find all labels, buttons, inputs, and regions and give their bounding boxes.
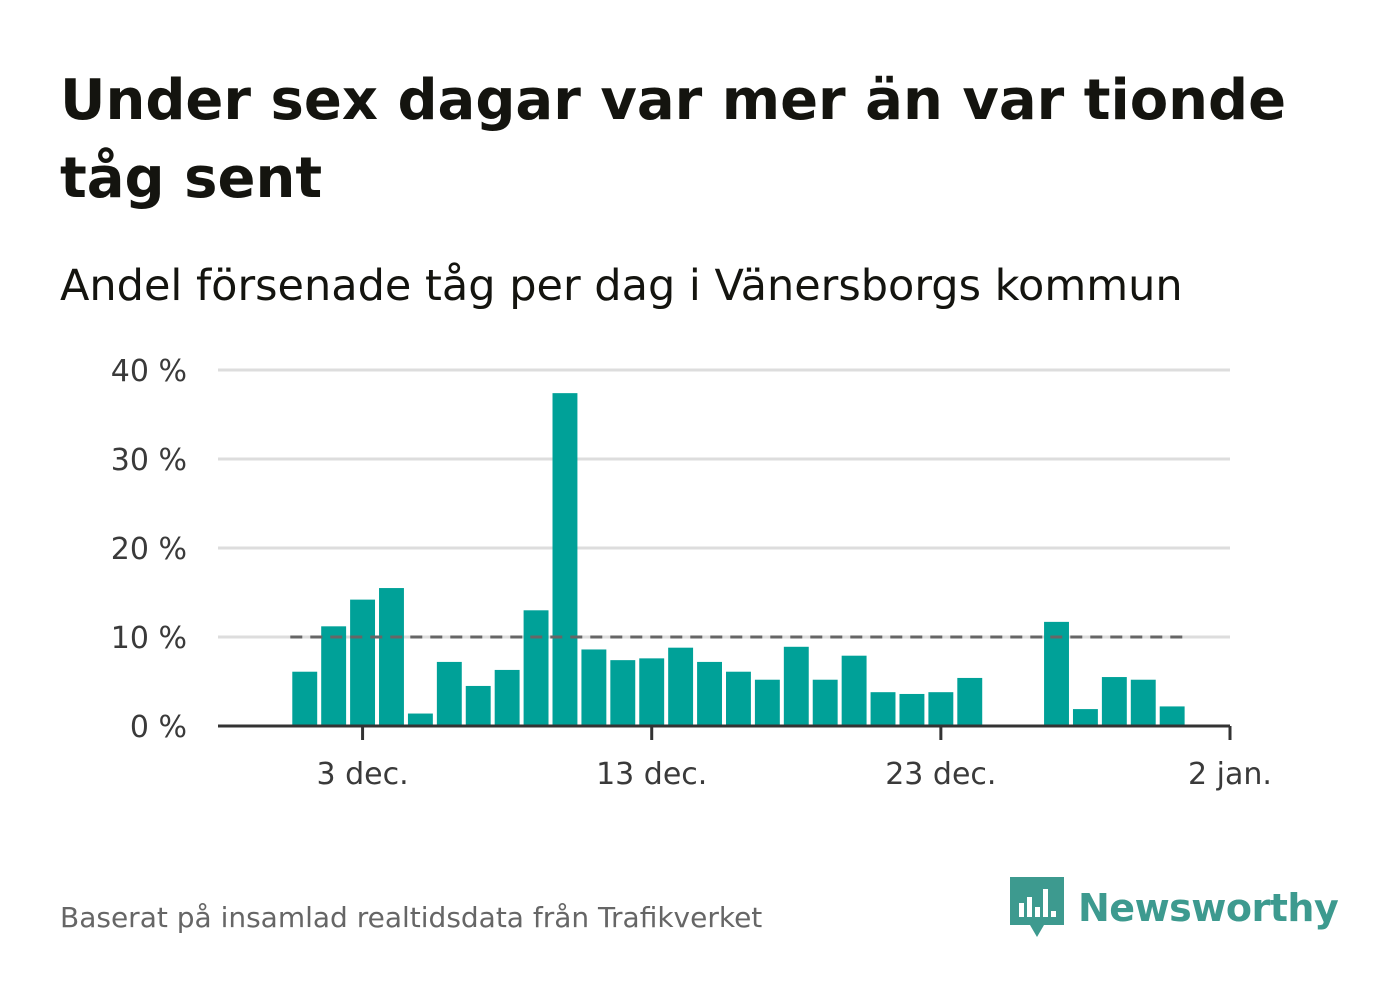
gridlines	[218, 368, 1230, 639]
y-tick-label: 30 %	[111, 443, 187, 478]
bar	[581, 649, 607, 726]
bar	[841, 655, 867, 726]
y-axis-ticks: 0 % 10 % 20 % 30 % 40 %	[111, 354, 187, 745]
source-note: Baserat på insamlad realtidsdata från Tr…	[60, 901, 763, 934]
bar	[754, 679, 780, 726]
x-tick-label: 2 jan.	[1188, 757, 1272, 792]
bar	[783, 646, 809, 726]
y-tick-label: 10 %	[111, 621, 187, 656]
brand-logo: Newsworthy	[1010, 876, 1339, 940]
x-tick-label: 13 dec.	[596, 757, 707, 792]
y-tick-label: 0 %	[130, 710, 187, 745]
bar	[957, 677, 983, 726]
brand-name: Newsworthy	[1078, 886, 1339, 930]
newsworthy-logo-icon	[1010, 877, 1064, 937]
bar	[610, 660, 636, 726]
chart-subtitle: Andel försenade tåg per dag i Vänersborg…	[60, 261, 1183, 311]
bar	[292, 671, 318, 726]
bar	[1130, 679, 1156, 726]
y-tick-label: 40 %	[111, 354, 187, 389]
bar	[407, 713, 433, 726]
bars	[292, 393, 1185, 726]
bar	[379, 588, 404, 726]
bar	[552, 393, 578, 726]
bar	[436, 661, 462, 726]
chart-title: Under sex dagar var mer än var tionde tå…	[60, 68, 1287, 211]
bar	[899, 693, 925, 726]
bar	[350, 599, 376, 726]
bar	[812, 679, 838, 726]
bar	[1159, 706, 1185, 726]
y-tick-label: 20 %	[111, 532, 187, 567]
bar	[1101, 677, 1127, 726]
x-tick-label: 3 dec.	[316, 757, 408, 792]
bar	[1072, 709, 1098, 726]
bar	[321, 626, 347, 726]
x-tick-label: 23 dec.	[885, 757, 996, 792]
bar	[668, 647, 694, 726]
bar	[465, 685, 491, 726]
bar	[870, 692, 896, 726]
bar	[639, 658, 665, 726]
x-axis-ticks: 3 dec. 13 dec. 23 dec. 2 jan.	[316, 726, 1272, 792]
bar	[726, 671, 751, 726]
bar	[1044, 621, 1069, 726]
bar	[928, 692, 954, 726]
bar	[494, 669, 520, 726]
bar	[523, 610, 549, 726]
bar-chart: 0 % 10 % 20 % 30 % 40 % 3 dec. 13 dec. 23 dec.…	[111, 354, 1272, 792]
bar	[697, 661, 722, 726]
